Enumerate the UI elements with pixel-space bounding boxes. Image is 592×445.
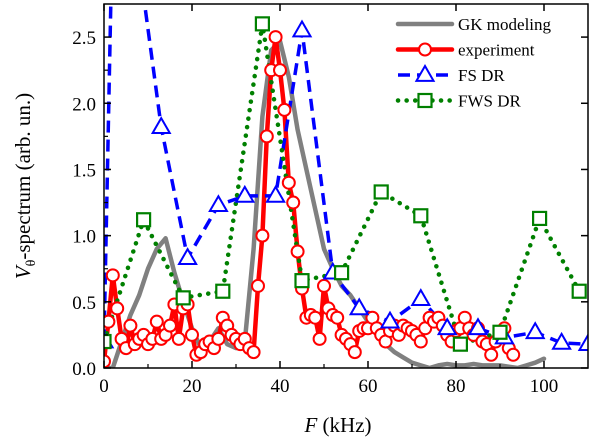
data-point-fs-dr [208, 194, 229, 213]
y-tick-label: 2.0 [72, 94, 96, 115]
data-point-fs-dr [265, 184, 286, 203]
series-line-fws-dr [104, 21, 582, 347]
data-point-experiment [281, 175, 296, 190]
x-tick-label: 0 [99, 376, 109, 397]
legend-label-experiment: experiment [458, 41, 535, 60]
data-point-experiment [104, 354, 111, 368]
legend-label-fs-dr: FS DR [458, 66, 505, 85]
data-point-experiment [268, 30, 283, 45]
data-point-fs-dr [379, 310, 401, 329]
data-point-experiment [290, 244, 305, 259]
x-tick-label: 100 [530, 376, 559, 397]
data-point-fws-dr [492, 324, 508, 340]
y-tick-label: 2.5 [72, 28, 96, 49]
legend-label-fws-dr: FWS DR [458, 92, 521, 111]
x-tick-label: 40 [271, 376, 290, 397]
data-point-fws-dr [413, 208, 429, 224]
data-point-fs-dr [150, 116, 172, 134]
data-point-fs-dr [467, 317, 489, 336]
legend-marker-experiment [418, 42, 432, 57]
axes-layer: 0 20 40 60 80 100 0.0 0.5 1.0 1.5 2.0 2.5 F (kHz) Vθ-… [11, 3, 589, 437]
data-point-experiment [149, 314, 164, 329]
data-point-experiment [347, 345, 362, 360]
data-point-fws-dr [104, 333, 112, 350]
legend: GK modeling experiment FS DR FWS DR [395, 15, 552, 111]
data-point-fs-dr [410, 288, 432, 307]
data-point-fs-dr [551, 331, 572, 350]
legend-marker-fs-dr [414, 63, 436, 82]
data-point-experiment [484, 347, 499, 362]
data-point-fws-dr [334, 265, 350, 281]
data-point-fws-dr [531, 210, 548, 227]
data-point-experiment [259, 129, 274, 144]
data-point-fs-dr [436, 317, 458, 336]
data-point-fws-dr [373, 184, 389, 200]
data-point-experiment [104, 314, 116, 329]
legend-label-gk-modeling: GK modeling [458, 15, 552, 34]
data-point-fws-dr [175, 290, 191, 306]
data-point-experiment [163, 318, 177, 333]
plot-frame [103, 3, 589, 369]
x-axis-title: F (kHz) [303, 413, 371, 437]
data-point-experiment [246, 345, 261, 360]
x-tick-label: 60 [359, 376, 378, 397]
data-point-experiment [255, 228, 270, 243]
series-layer [104, 4, 588, 368]
data-point-experiment [211, 331, 226, 346]
data-point-experiment [317, 278, 331, 293]
y-tick-label: 0.5 [72, 293, 96, 314]
data-point-experiment [251, 278, 265, 293]
y-tick-label: 1.5 [72, 160, 96, 181]
data-point-experiment [413, 334, 428, 349]
data-point-experiment [273, 63, 287, 78]
data-point-fws-dr [215, 283, 231, 299]
data-point-experiment [312, 331, 327, 346]
y-tick-label: 1.0 [72, 227, 96, 248]
data-point-fws-dr [452, 336, 468, 352]
data-point-experiment [506, 347, 521, 362]
data-point-experiment [185, 327, 199, 342]
y-tick-label: 0.0 [72, 359, 96, 380]
data-point-fs-dr [524, 321, 546, 340]
data-point-experiment [277, 102, 292, 117]
data-point-experiment [123, 318, 138, 333]
data-point-experiment [308, 310, 323, 325]
data-point-fws-dr [136, 212, 152, 228]
data-point-fws-dr [254, 16, 270, 32]
data-point-experiment [171, 331, 186, 346]
y-axis-title: Vθ-spectrum (arb. un.) [11, 93, 39, 279]
data-point-experiment [105, 268, 120, 283]
data-point-fs-dr [577, 333, 588, 352]
data-point-fs-dr [177, 247, 198, 265]
data-point-fs-dr [234, 184, 256, 203]
x-tick-label: 80 [447, 376, 466, 397]
data-point-experiment [110, 301, 125, 316]
legend-marker-fws-dr [417, 92, 433, 109]
x-tick-label: 20 [183, 376, 202, 397]
data-point-fs-dr [348, 297, 370, 316]
data-point-fws-dr [294, 273, 310, 289]
data-point-fs-dr [291, 19, 313, 38]
data-point-fws-dr [571, 283, 587, 299]
data-point-experiment [286, 195, 301, 210]
data-point-experiment [330, 310, 345, 325]
